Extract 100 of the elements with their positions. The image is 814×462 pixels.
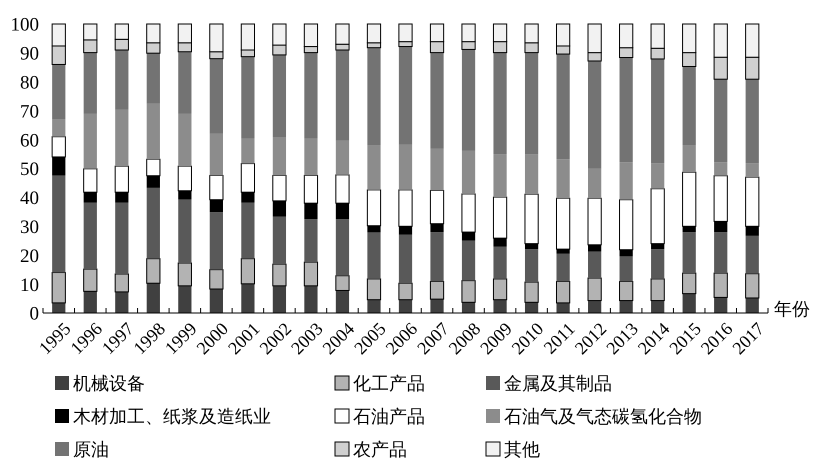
bar <box>52 64 66 120</box>
bar <box>272 286 286 313</box>
bar <box>588 251 602 278</box>
bar <box>210 58 223 134</box>
bar <box>746 79 759 164</box>
bar <box>272 264 287 286</box>
y-tick-label: 40 <box>20 188 39 210</box>
bar <box>367 145 381 190</box>
bar <box>336 140 350 175</box>
bar <box>178 114 192 166</box>
bar <box>115 110 128 166</box>
bar <box>241 284 255 313</box>
bar <box>430 148 444 190</box>
legend-label: 原油 <box>73 439 109 460</box>
bar <box>651 163 664 189</box>
bar <box>210 212 223 270</box>
bar <box>83 268 98 292</box>
bar <box>146 104 160 160</box>
bar <box>682 232 696 274</box>
bar <box>146 283 160 313</box>
bar <box>304 219 318 262</box>
bar <box>746 236 759 274</box>
y-tick-label: 60 <box>20 130 39 152</box>
bar <box>462 150 476 194</box>
bar <box>209 269 224 290</box>
x-axis-title: 年份 <box>774 298 810 319</box>
legend-label: 石油产品 <box>353 406 425 426</box>
legend-label: 其他 <box>504 439 540 460</box>
bar <box>588 278 602 302</box>
bar <box>115 292 128 313</box>
bar <box>620 58 633 162</box>
legend-label: 化工产品 <box>353 373 425 394</box>
bar <box>745 273 760 298</box>
bar <box>52 302 66 313</box>
bar <box>682 145 696 172</box>
bar <box>84 202 97 270</box>
bar <box>493 52 507 154</box>
bar <box>462 240 476 281</box>
bar <box>146 258 160 284</box>
bar <box>430 299 444 313</box>
bar <box>241 138 255 164</box>
bar <box>304 262 318 286</box>
bar <box>493 154 507 198</box>
legend-label: 机械设备 <box>73 373 145 394</box>
bar <box>336 50 350 141</box>
bar <box>84 291 97 313</box>
legend-label: 木材加工、纸浆及造纸业 <box>73 406 271 426</box>
bar <box>115 50 128 110</box>
bar <box>588 300 602 313</box>
y-tick-label: 80 <box>20 72 39 94</box>
bar <box>52 175 66 273</box>
bar <box>210 289 223 313</box>
bar <box>650 278 665 302</box>
bar <box>462 49 476 151</box>
bar <box>241 202 255 259</box>
y-tick-label: 0 <box>30 304 39 325</box>
bar <box>651 249 664 279</box>
bar <box>272 137 286 176</box>
bar <box>304 286 318 313</box>
y-tick-label: 90 <box>20 44 39 65</box>
bar <box>366 278 382 300</box>
legend-label: 农产品 <box>353 439 407 460</box>
bar <box>492 278 508 300</box>
bar <box>115 202 128 274</box>
bar <box>714 79 728 162</box>
bar <box>430 232 444 282</box>
bar <box>651 300 664 313</box>
y-tick-label: 30 <box>20 216 39 238</box>
bar <box>588 168 602 198</box>
bar <box>619 281 634 302</box>
bar <box>398 46 412 145</box>
bar <box>651 58 664 164</box>
bar <box>493 300 507 313</box>
bar <box>52 119 66 137</box>
bar <box>556 254 570 282</box>
bar <box>178 262 192 286</box>
bar <box>714 232 728 274</box>
bar <box>336 219 350 276</box>
bar <box>178 52 192 114</box>
bar <box>556 198 570 250</box>
bar <box>146 53 160 104</box>
bar <box>367 232 381 279</box>
bar <box>398 234 412 284</box>
bar <box>524 154 538 194</box>
bar <box>240 258 256 284</box>
bar <box>524 249 538 282</box>
bar <box>367 48 381 146</box>
legend-label: 石油气及气态碳氢化合物 <box>504 406 702 426</box>
bar <box>146 188 160 259</box>
bar <box>746 163 759 178</box>
bar <box>178 286 192 313</box>
bar <box>304 52 318 139</box>
bar <box>682 66 696 146</box>
bar <box>714 272 728 298</box>
bar <box>241 56 255 138</box>
bar <box>714 297 728 313</box>
bar <box>336 290 350 313</box>
y-tick-label: 50 <box>20 159 39 180</box>
bar <box>524 282 539 303</box>
y-tick-label: 10 <box>20 274 39 296</box>
